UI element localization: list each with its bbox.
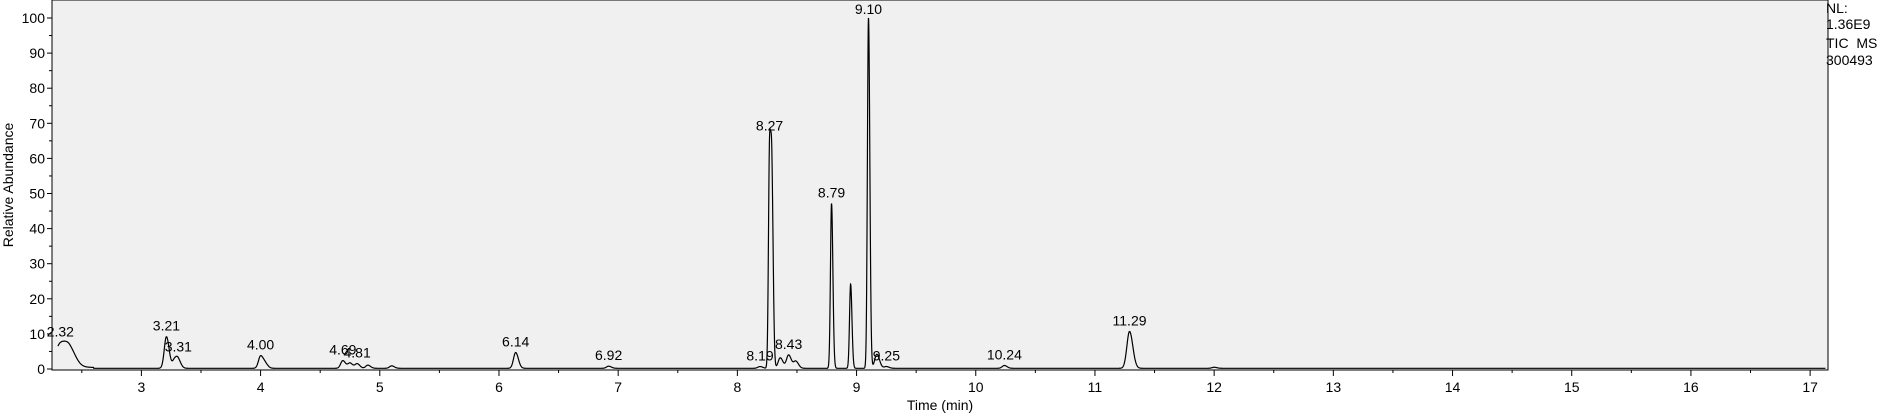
peak-label: 6.92 bbox=[595, 347, 622, 363]
x-tick-label: 16 bbox=[1683, 379, 1699, 395]
peak-label: 2.32 bbox=[47, 323, 74, 339]
peak-label: 8.79 bbox=[818, 184, 845, 200]
axis-ticks: 0 10 20 30 40 50 60 70 80 90 100 3 4 5 6 7 8 9 10 11 12 13 14 1… bbox=[22, 10, 1818, 395]
peak-label: 4.00 bbox=[247, 337, 274, 353]
x-tick-label: 13 bbox=[1326, 379, 1342, 395]
x-tick-label: 8 bbox=[733, 379, 741, 395]
y-axis-label: Relative Abundance bbox=[0, 123, 16, 248]
x-tick-label: 6 bbox=[495, 379, 503, 395]
peak-label: 3.21 bbox=[153, 318, 180, 334]
y-tick-label: 20 bbox=[29, 291, 45, 307]
peak-label: 4.69 bbox=[329, 342, 356, 358]
x-tick-label: 5 bbox=[376, 379, 384, 395]
x-tick-label: 9 bbox=[853, 379, 861, 395]
peak-label: 8.43 bbox=[775, 336, 802, 352]
x-tick-label: 12 bbox=[1206, 379, 1222, 395]
peak-label: 9.25 bbox=[873, 348, 900, 364]
peak-label: 8.19 bbox=[746, 348, 773, 364]
y-tick-label: 80 bbox=[29, 80, 45, 96]
y-tick-label: 60 bbox=[29, 150, 45, 166]
x-tick-label: 11 bbox=[1088, 379, 1103, 395]
x-axis-label: Time (min) bbox=[907, 397, 973, 413]
peak-label: 9.10 bbox=[855, 1, 882, 17]
plot-area bbox=[51, 0, 1829, 371]
y-tick-label: 10 bbox=[29, 326, 45, 342]
x-tick-label: 10 bbox=[968, 379, 984, 395]
peak-label: 11.29 bbox=[1113, 312, 1147, 328]
sample-id: 300493 bbox=[1826, 52, 1873, 68]
x-tick-label: 14 bbox=[1445, 379, 1461, 395]
peak-label: 4.81 bbox=[344, 345, 371, 361]
x-tick-label: 15 bbox=[1564, 379, 1580, 395]
tic-trace-line bbox=[57, 17, 1826, 369]
nl-value: 1.36E9 bbox=[1826, 16, 1871, 32]
x-tick-label: 7 bbox=[614, 379, 622, 395]
y-tick-label: 30 bbox=[29, 256, 45, 272]
x-tick-label: 4 bbox=[257, 379, 265, 395]
peak-label: 6.14 bbox=[502, 334, 529, 350]
y-tick-label: 70 bbox=[29, 115, 45, 131]
x-tick-label: 3 bbox=[137, 379, 145, 395]
tic-trace bbox=[57, 17, 1826, 369]
y-tick-label: 0 bbox=[37, 361, 45, 377]
y-tick-label: 100 bbox=[22, 10, 46, 26]
x-tick-label: 17 bbox=[1802, 379, 1818, 395]
scan-filter: TIC MS bbox=[1826, 35, 1878, 51]
y-tick-label: 40 bbox=[29, 221, 45, 237]
peak-label: 8.27 bbox=[756, 117, 783, 133]
peak-label: 10.24 bbox=[987, 346, 1022, 362]
peak-labels: 2.32 3.21 3.31 4.00 4.694.81 6.14 6.92 8.19 8.27… bbox=[47, 1, 1147, 364]
nl-label: NL: bbox=[1826, 0, 1848, 16]
y-tick-label: 50 bbox=[29, 186, 45, 202]
peak-label: 3.31 bbox=[165, 339, 192, 355]
y-tick-label: 90 bbox=[29, 45, 45, 61]
